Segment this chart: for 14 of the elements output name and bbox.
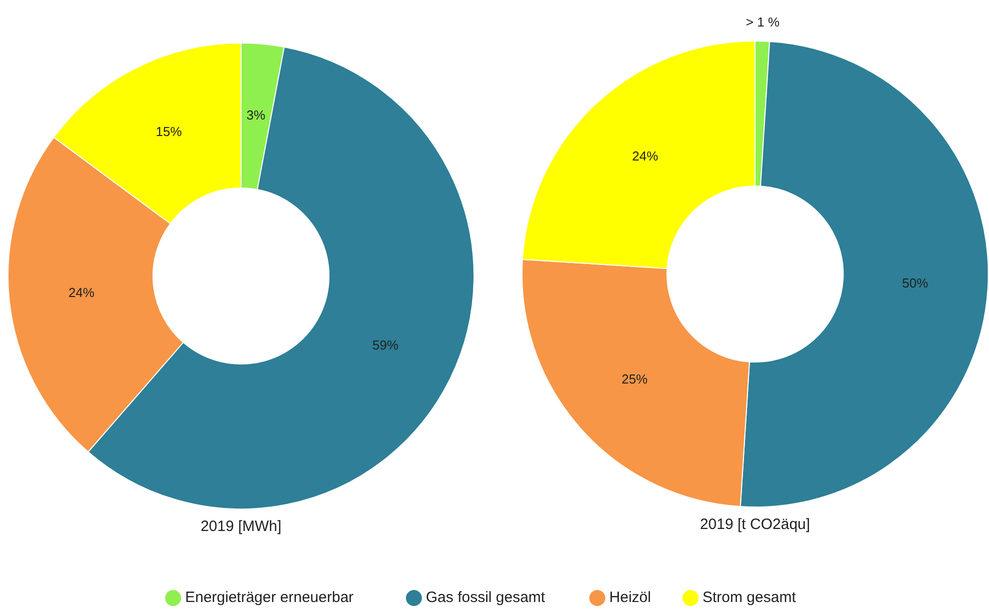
data-label: 25%	[622, 372, 648, 387]
data-label: 50%	[902, 276, 929, 291]
data-label: 24%	[632, 148, 659, 164]
legend-label: Heizöl	[609, 588, 651, 606]
slice-label: 2019 [MWh]	[200, 518, 282, 535]
data-label: 3%	[246, 108, 266, 123]
legend-label: Strom gesamt	[702, 588, 797, 606]
slice-label: 2019 [t CO2äqu]	[700, 516, 810, 533]
legend-label: Gas fossil gesamt	[426, 588, 546, 606]
data-label: 59%	[372, 337, 399, 352]
data-label: > 1 %	[746, 14, 780, 30]
data-label: 24%	[68, 284, 95, 300]
legend-label: Energieträger erneuerbar	[185, 588, 354, 606]
data-label: 15%	[156, 124, 182, 140]
